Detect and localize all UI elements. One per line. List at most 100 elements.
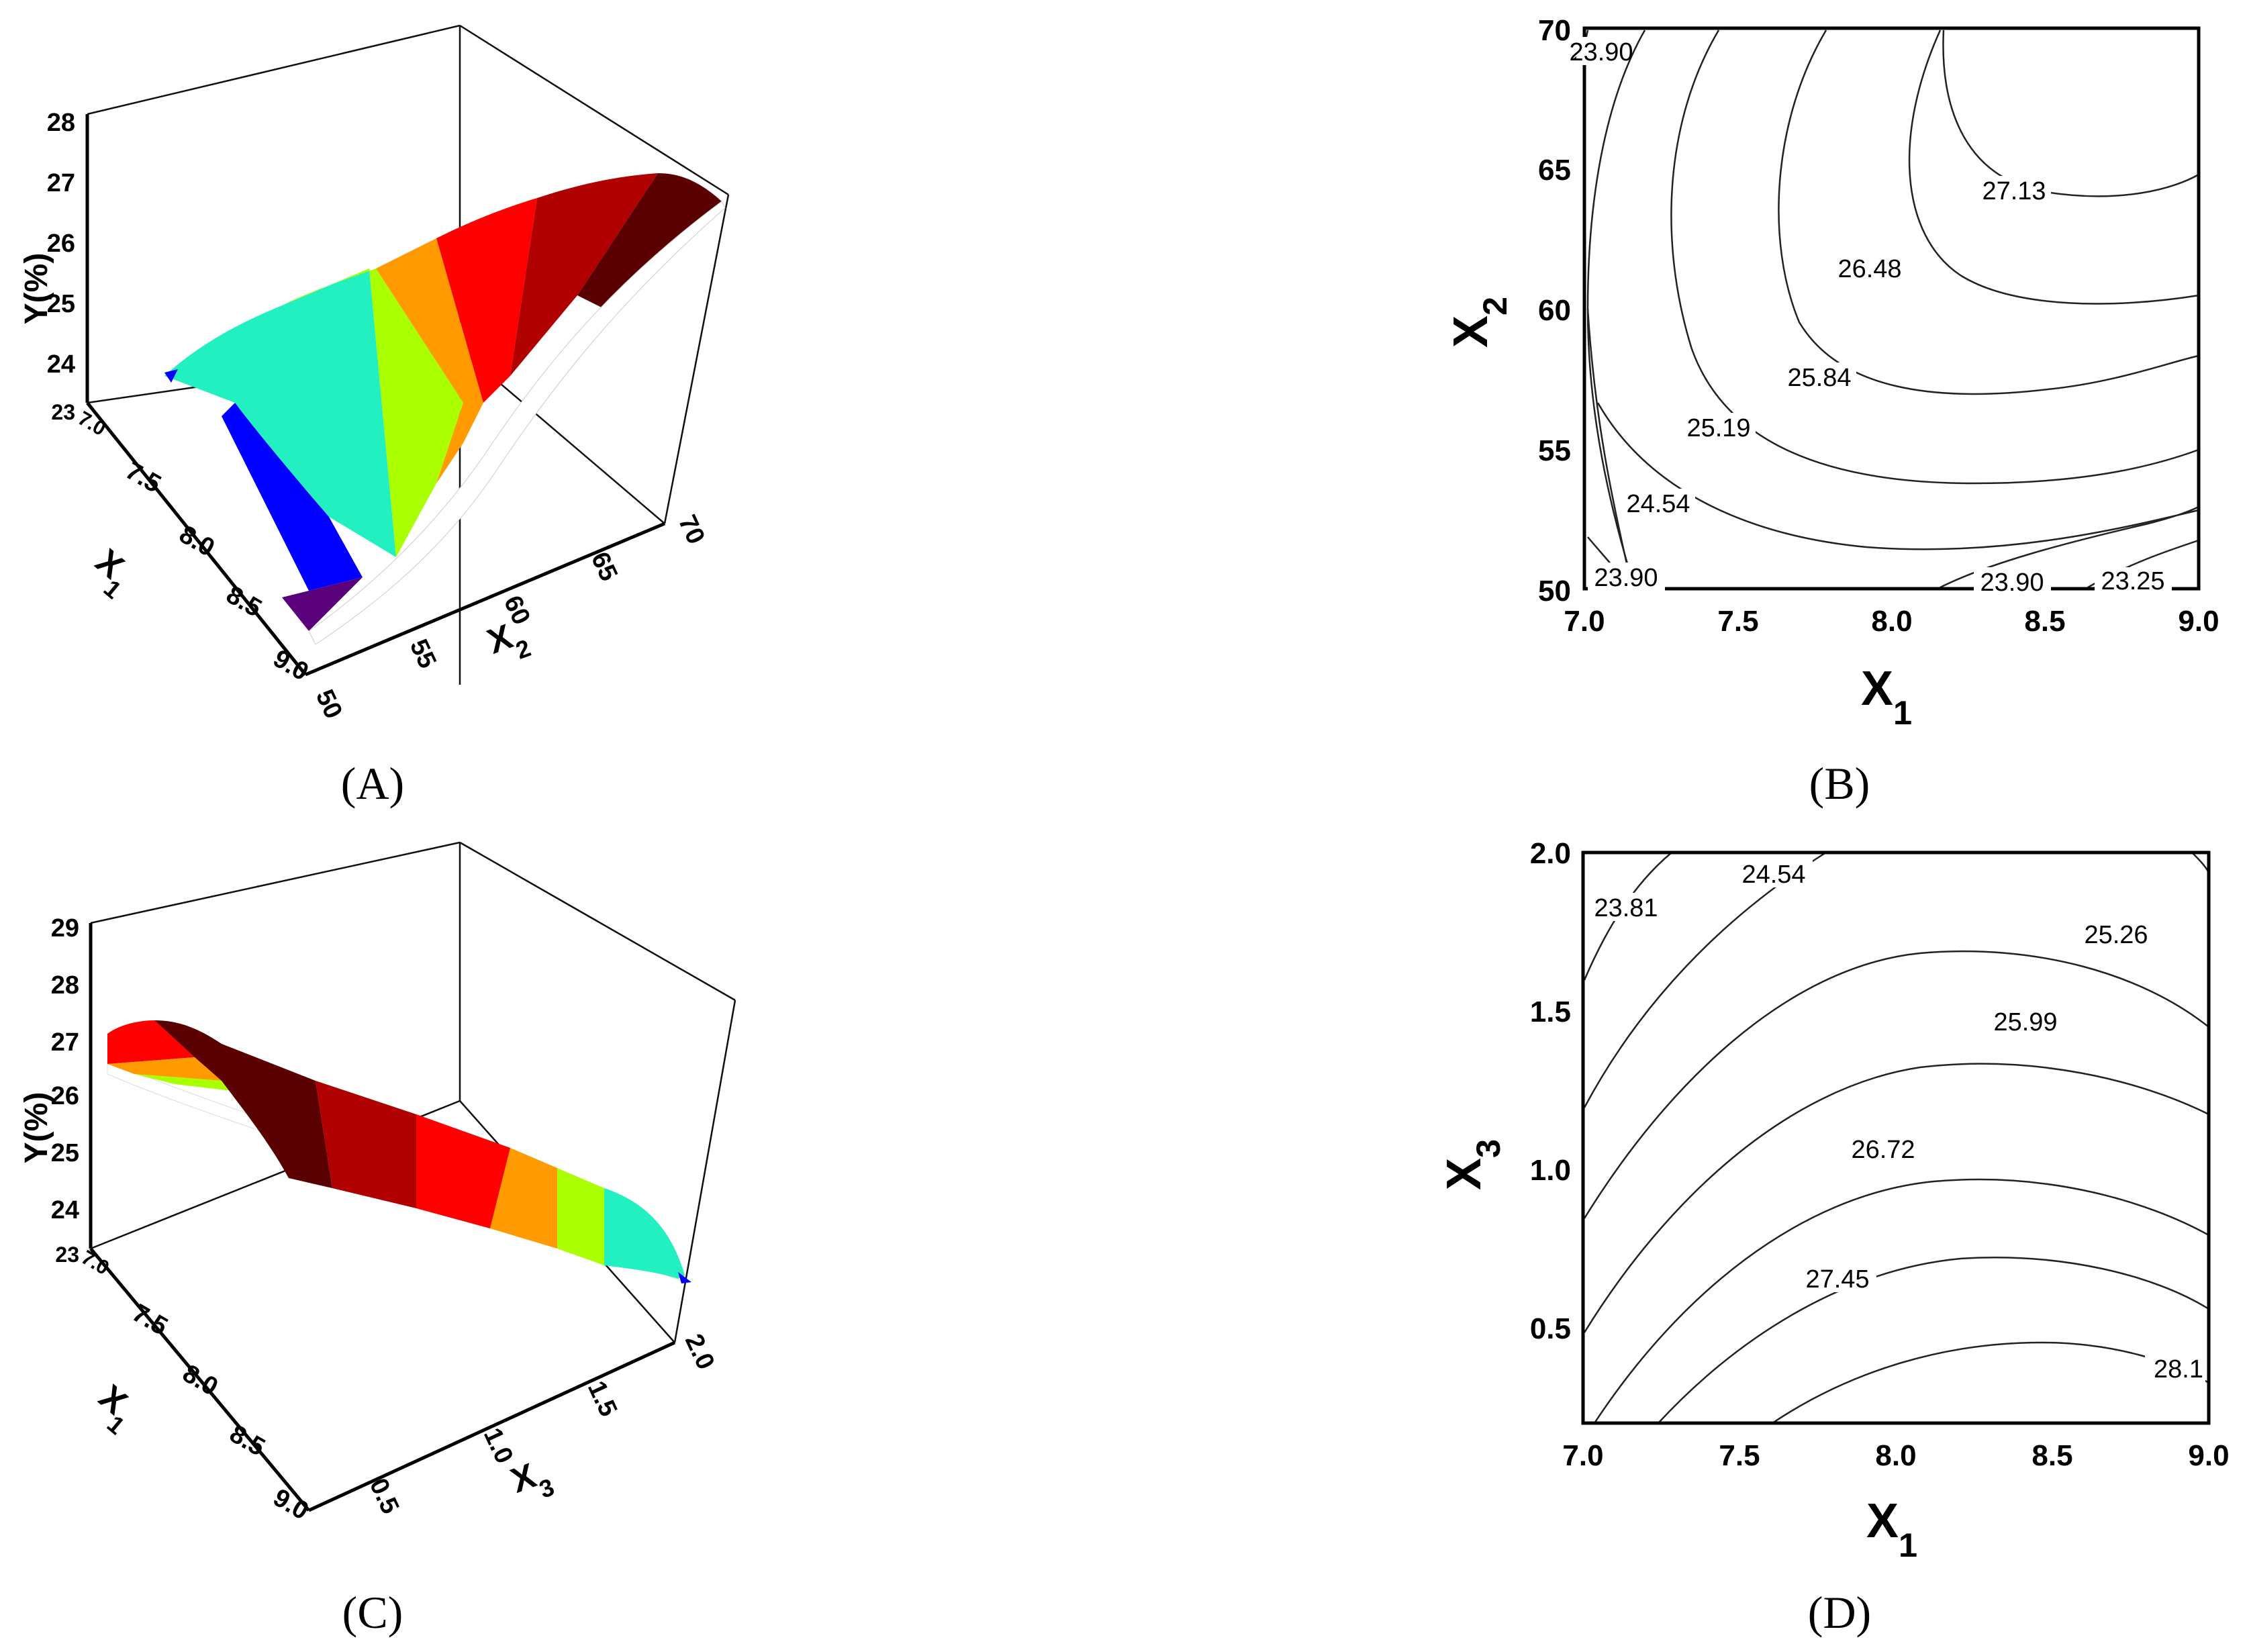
level-label-23-90-bottom-right: 23.90 xyxy=(1980,569,2044,597)
surface-band-2 xyxy=(282,269,463,557)
panel-c-ztick-28: 28 xyxy=(51,971,79,1000)
surface-band-2 xyxy=(107,1057,222,1081)
surface-band-7 xyxy=(222,403,363,591)
surface-band-4 xyxy=(436,198,537,403)
panel-a-surface-plot: 28 27 26 25 24 23 Y(%) 7.0 7.5 8.0 8.5 9… xyxy=(19,24,730,723)
panel-a-z-title: Y(%) xyxy=(19,253,54,325)
panel-d-ytick-3: 2.0 xyxy=(1530,837,1571,870)
contour-line-26-48 xyxy=(1908,30,2199,305)
panel-a-ztick-25: 25 xyxy=(47,290,75,318)
contour-line-25-84 xyxy=(1778,30,2199,395)
level-label-25-84: 25.84 xyxy=(1787,364,1851,392)
panel-b-x-title: X1 xyxy=(1861,662,1912,732)
level-label-23-90-bottom-left: 23.90 xyxy=(1594,564,1658,592)
panel-d-ytick-2: 1.5 xyxy=(1530,995,1571,1028)
surface-band-1 xyxy=(164,269,396,557)
panel-c-z-title: Y(%) xyxy=(19,1092,54,1164)
panel-a-ztick-28: 28 xyxy=(47,109,75,137)
panel-d-x-ticks: 7.0 7.5 8.0 8.5 9.0 xyxy=(1562,1439,2229,1472)
panel-d-y-ticks: 0.5 1.0 1.5 2.0 xyxy=(1530,837,1571,1345)
surface-band-8 xyxy=(282,577,363,631)
panel-c-ztick-24: 24 xyxy=(51,1196,79,1224)
panel-d-xtick-1: 7.5 xyxy=(1719,1439,1760,1472)
panel-d-contour-lines xyxy=(1583,851,2210,1424)
panel-c-x1tick-1: 7.5 xyxy=(128,1299,173,1341)
contour-line-25-19 xyxy=(1670,30,2199,485)
panel-c-z-ticks: 29 28 27 26 25 24 23 xyxy=(51,914,79,1267)
surface-edge-left xyxy=(164,369,178,383)
panel-b-xtick-2: 8.0 xyxy=(1871,605,1912,638)
surface-band-7 xyxy=(490,1148,557,1249)
contour-line-27-13 xyxy=(1942,30,2199,197)
surface-band-8 xyxy=(557,1168,604,1265)
panel-b-xtick-0: 7.0 xyxy=(1564,605,1605,638)
panel-b-x-ticks: 7.0 7.5 8.0 8.5 9.0 xyxy=(1564,605,2219,638)
panel-c-x3-title: X3 xyxy=(506,1451,557,1511)
panel-b-ytick-0: 50 xyxy=(1538,575,1571,608)
panel-a-ztick-23: 23 xyxy=(51,400,75,424)
panel-d-level-labels: 23.81 24.54 25.26 25.99 26.72 27.45 28.1 xyxy=(1588,859,2205,1383)
surface-band-3 xyxy=(134,1074,232,1091)
panel-c-ztick-23: 23 xyxy=(55,1243,79,1267)
panel-a-x1-title: X1 xyxy=(81,542,142,603)
level-label-26-72: 26.72 xyxy=(1851,1136,1915,1164)
panel-b-xtick-3: 8.5 xyxy=(2024,605,2065,638)
panel-a-x2tick-4: 70 xyxy=(673,511,710,548)
contour-line-25-99 xyxy=(1583,1063,2209,1333)
panel-c-ztick-25: 25 xyxy=(51,1139,79,1167)
panel-c-ztick-27: 27 xyxy=(51,1028,79,1057)
panel-c-x1tick-2: 8.0 xyxy=(178,1359,223,1402)
level-label-25-99: 25.99 xyxy=(1993,1008,2057,1036)
level-label-27-45: 27.45 xyxy=(1805,1265,1869,1294)
panel-label-b: (B) xyxy=(1809,758,1870,809)
panel-d-x-title: X1 xyxy=(1866,1494,1917,1564)
panel-label-d: (D) xyxy=(1808,1587,1871,1638)
panel-b-ytick-2: 60 xyxy=(1538,294,1571,327)
panel-d-xtick-2: 8.0 xyxy=(1875,1439,1916,1472)
level-label-23-81: 23.81 xyxy=(1594,894,1658,922)
panel-b-ytick-4: 70 xyxy=(1538,14,1571,47)
panel-a-axes xyxy=(85,114,665,677)
panel-d-xtick-3: 8.5 xyxy=(2032,1439,2072,1472)
level-label-26-48: 26.48 xyxy=(1837,255,1901,283)
contour-line-25-26 xyxy=(1583,950,2209,1219)
contour-line-26-72 xyxy=(1593,1178,2209,1424)
contour-line-left-edge xyxy=(1586,308,1633,585)
panel-b-plot-frame xyxy=(1582,26,2201,591)
panel-label-c: (C) xyxy=(342,1587,403,1638)
panel-c-ztick-26: 26 xyxy=(51,1082,79,1110)
panel-b-ytick-3: 65 xyxy=(1538,154,1571,187)
contour-line-top-right xyxy=(2191,852,2210,873)
panel-a-x2tick-0: 50 xyxy=(310,685,348,723)
panel-b-y-title: X2 xyxy=(1444,297,1514,348)
level-label-24-54: 24.54 xyxy=(1626,490,1690,518)
surface-band-6 xyxy=(577,173,722,309)
panel-a-x1tick-0: 7.0 xyxy=(74,407,109,440)
surface-band-4 xyxy=(154,1020,332,1188)
level-label-23-25: 23.25 xyxy=(2101,567,2164,595)
panel-b-contour-plot: 23.90 24.54 25.19 25.84 26.48 27.13 23.9… xyxy=(1444,14,2219,732)
surface-band-1 xyxy=(107,1020,195,1064)
surface-band-5 xyxy=(316,1081,416,1208)
contour-line-24-54 xyxy=(1583,851,1827,1108)
contour-line-24-54-bottom xyxy=(1596,402,2199,550)
panel-c-surface-plot: 29 28 27 26 25 24 23 Y(%) 7.0 7.5 8.0 8.… xyxy=(19,841,736,1526)
contour-line-28-1 xyxy=(1772,1341,2209,1424)
panel-d-plot-frame xyxy=(1581,851,2211,1425)
surface-band-6 xyxy=(416,1114,510,1228)
level-label-23-90-top: 23.90 xyxy=(1569,38,1633,66)
contour-line-27-45 xyxy=(1658,1257,2209,1424)
surface-band-5 xyxy=(510,173,658,376)
panel-a-x1tick-4: 9.0 xyxy=(269,644,314,687)
level-label-28-1: 28.1 xyxy=(2154,1355,2203,1383)
panel-c-x1tick-0: 7.0 xyxy=(77,1247,113,1279)
level-label-27-13: 27.13 xyxy=(1982,177,2046,205)
panel-a-ztick-27: 27 xyxy=(47,169,75,197)
panel-a-surface xyxy=(164,173,726,645)
level-label-25-19: 25.19 xyxy=(1686,414,1750,442)
panel-c-x3tick-3: 2.0 xyxy=(679,1330,720,1374)
panel-a-z-ticks: 28 27 26 25 24 23 xyxy=(47,109,75,424)
panel-d-ytick-0: 0.5 xyxy=(1530,1312,1571,1345)
panel-c-ztick-29: 29 xyxy=(51,914,79,942)
